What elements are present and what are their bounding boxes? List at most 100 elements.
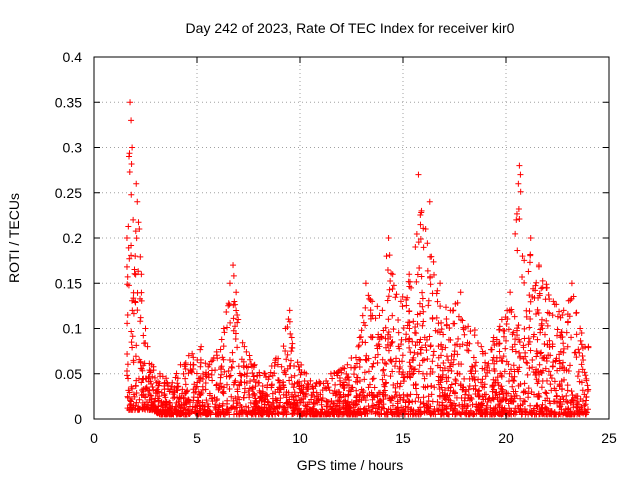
- data-point: [538, 349, 545, 356]
- data-point: [357, 334, 364, 341]
- data-point: [564, 406, 571, 413]
- data-point: [335, 397, 342, 404]
- data-point: [318, 401, 325, 408]
- data-point: [450, 407, 457, 414]
- data-point: [197, 391, 204, 398]
- data-point: [355, 406, 362, 413]
- data-point: [405, 411, 412, 418]
- x-tick-label: 10: [292, 430, 308, 446]
- data-point: [263, 408, 270, 415]
- data-point: [477, 379, 484, 386]
- y-tick-label: 0: [74, 411, 82, 427]
- data-point: [348, 355, 355, 362]
- data-point: [516, 215, 523, 222]
- data-point: [359, 312, 366, 319]
- data-point: [506, 378, 513, 385]
- data-point: [401, 374, 408, 381]
- data-point: [421, 356, 428, 363]
- data-point: [529, 364, 536, 371]
- data-point: [124, 273, 131, 280]
- data-point: [521, 335, 528, 342]
- data-point: [213, 397, 220, 404]
- data-point: [174, 394, 181, 401]
- data-point: [362, 405, 369, 412]
- data-point: [231, 298, 238, 305]
- data-point: [371, 384, 378, 391]
- data-point: [433, 290, 440, 297]
- data-point: [228, 363, 235, 370]
- data-point: [471, 332, 478, 339]
- data-point: [533, 310, 540, 317]
- data-point: [284, 351, 291, 358]
- data-point: [397, 298, 404, 305]
- data-point: [336, 389, 343, 396]
- data-point: [459, 405, 466, 412]
- data-point: [192, 384, 199, 391]
- data-point: [136, 225, 143, 232]
- data-point: [230, 411, 237, 418]
- data-point: [551, 385, 558, 392]
- data-point: [234, 319, 241, 326]
- data-point: [435, 407, 442, 414]
- data-point: [190, 389, 197, 396]
- data-point: [516, 338, 523, 345]
- data-point: [469, 401, 476, 408]
- data-point: [128, 252, 135, 259]
- data-point: [137, 253, 144, 260]
- data-point: [341, 365, 348, 372]
- data-point: [524, 360, 531, 367]
- data-point: [241, 371, 248, 378]
- data-point: [183, 398, 190, 405]
- data-point: [388, 270, 395, 277]
- data-point: [427, 281, 434, 288]
- data-point: [445, 357, 452, 364]
- data-point: [415, 171, 422, 178]
- data-point: [353, 392, 360, 399]
- data-point: [557, 396, 564, 403]
- data-point: [307, 377, 314, 384]
- data-point: [565, 368, 572, 375]
- data-point: [443, 315, 450, 322]
- data-point: [251, 392, 258, 399]
- data-point: [431, 384, 438, 391]
- data-point: [131, 393, 138, 400]
- data-point: [391, 363, 398, 370]
- data-point: [202, 371, 209, 378]
- data-point: [439, 371, 446, 378]
- data-point: [166, 388, 173, 395]
- data-point: [136, 396, 143, 403]
- data-point: [389, 338, 396, 345]
- data-point: [523, 313, 530, 320]
- data-point: [569, 392, 576, 399]
- data-point: [466, 397, 473, 404]
- data-point: [360, 388, 367, 395]
- data-point: [295, 392, 302, 399]
- data-point: [181, 390, 188, 397]
- data-point: [133, 235, 140, 242]
- data-point: [453, 377, 460, 384]
- data-point: [405, 398, 412, 405]
- data-point: [492, 389, 499, 396]
- data-point: [558, 406, 565, 413]
- data-point: [432, 411, 439, 418]
- data-point: [290, 384, 297, 391]
- data-point: [380, 401, 387, 408]
- data-point: [240, 364, 247, 371]
- data-point: [289, 391, 296, 398]
- y-tick-label: 0.05: [55, 366, 82, 382]
- data-point: [124, 281, 131, 288]
- data-point: [142, 325, 149, 332]
- data-point: [494, 408, 501, 415]
- data-point: [473, 401, 480, 408]
- data-point: [367, 333, 374, 340]
- data-point: [421, 375, 428, 382]
- data-point: [247, 378, 254, 385]
- data-point: [330, 411, 337, 418]
- data-point: [338, 369, 345, 376]
- data-point: [370, 360, 377, 367]
- data-point: [220, 390, 227, 397]
- data-point: [437, 379, 444, 386]
- data-point: [138, 379, 145, 386]
- data-point: [498, 406, 505, 413]
- data-point: [548, 375, 555, 382]
